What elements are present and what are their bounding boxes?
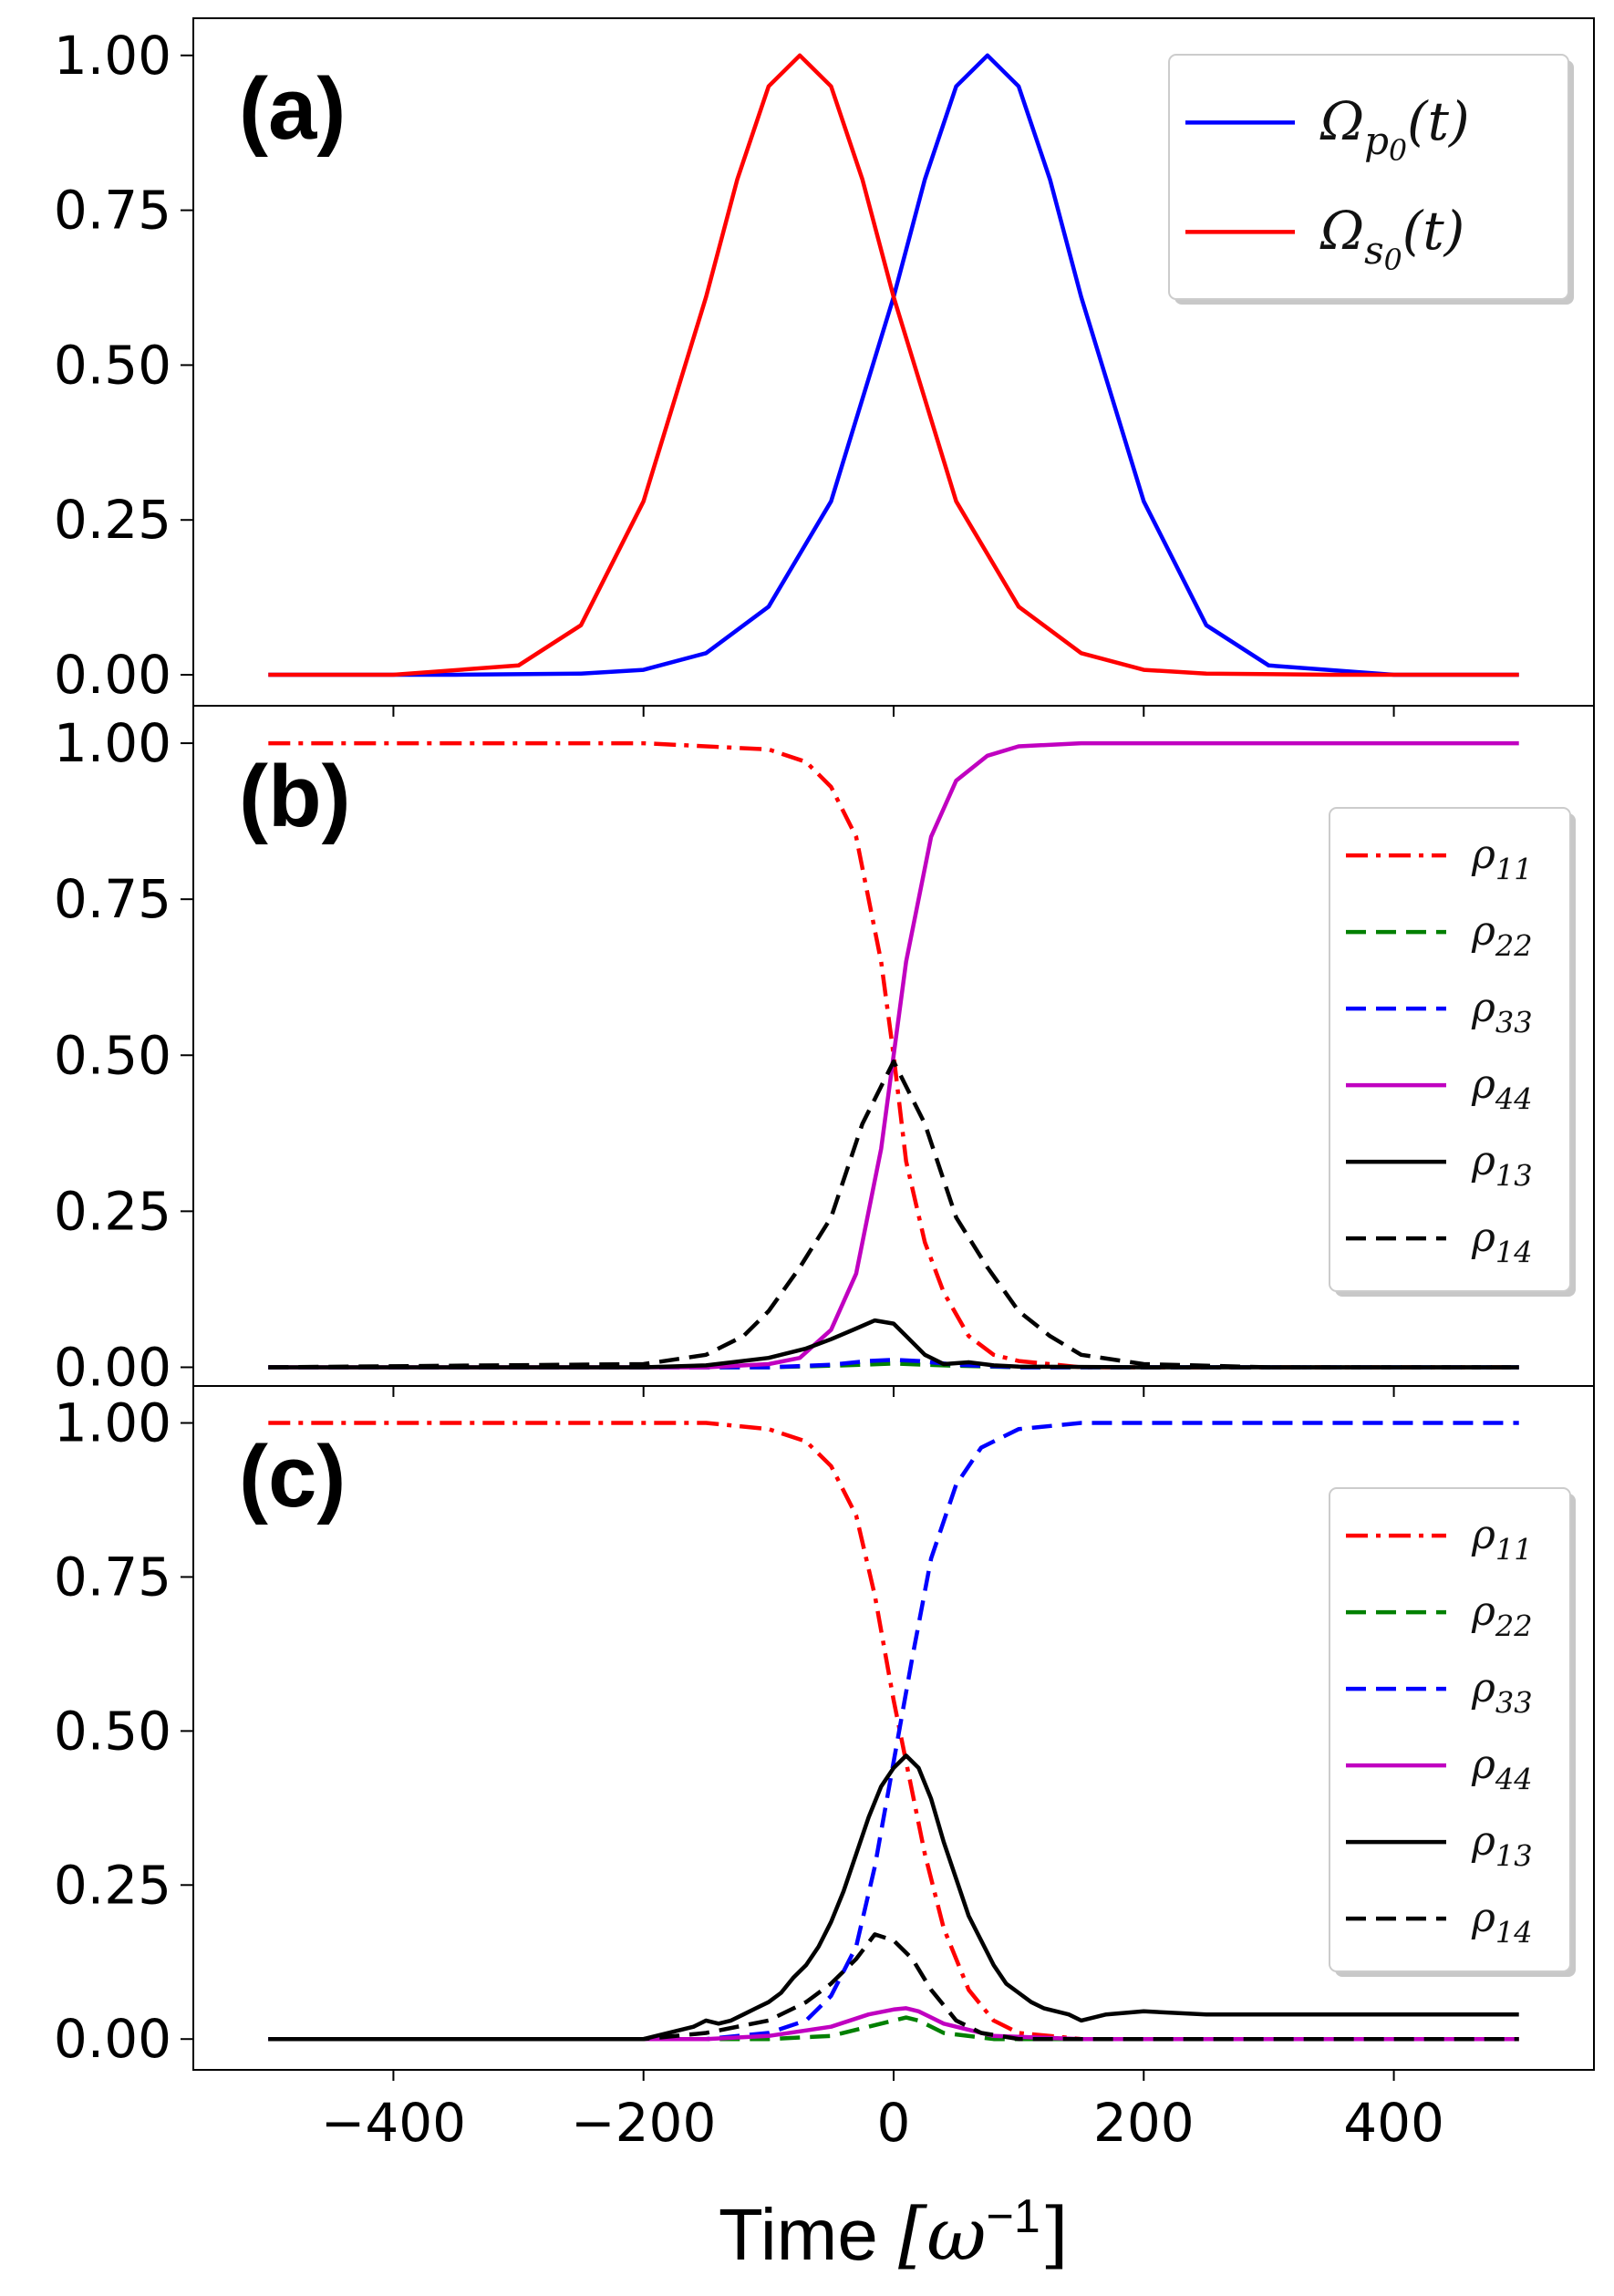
- x-axis-label: Time [ω−1]: [719, 2190, 1069, 2277]
- series-line-p0t: [268, 53, 1519, 677]
- y-tick-label: 0.25: [54, 1180, 171, 1242]
- y-tick-label: 0.75: [54, 868, 171, 930]
- legend-label: ρ11: [1471, 832, 1533, 886]
- series-line-11: [268, 1421, 1519, 2042]
- panel-c: 0.00 0.25 0.50 0.75 1.00 −400 −200 0 200 400 (c) ρ1…: [54, 1385, 1595, 2277]
- legend-label: Ωs0(t): [1319, 200, 1464, 277]
- legend: ρ11 ρ22 ρ33 ρ44 ρ13 ρ14: [1329, 807, 1576, 1297]
- y-tick-label: 0.50: [54, 1024, 171, 1086]
- legend-label: ρ11: [1471, 1512, 1533, 1567]
- x-tick-label: 400: [1343, 2092, 1444, 2154]
- legend-label: ρ14: [1471, 1895, 1533, 1950]
- x-tick-label: 200: [1093, 2092, 1195, 2154]
- y-tick-label: 1.00: [54, 712, 171, 774]
- legend-box: [1329, 1487, 1571, 1972]
- panel-label: (a): [239, 60, 346, 158]
- legend-label: ρ13: [1471, 1138, 1533, 1193]
- series-line-33: [268, 1421, 1519, 2042]
- legend-label: ρ44: [1471, 1742, 1533, 1796]
- x-tick-label: 0: [877, 2092, 911, 2154]
- y-tick-label: 1.00: [54, 1392, 171, 1454]
- series-line-44: [268, 740, 1519, 1370]
- legend-label: ρ33: [1471, 985, 1533, 1039]
- panel-label: (b): [239, 748, 351, 845]
- series-line-14: [268, 1059, 1519, 1370]
- panel-label: (c): [239, 1428, 346, 1525]
- legend-label: ρ22: [1471, 1588, 1533, 1643]
- legend-label: ρ22: [1471, 908, 1533, 963]
- y-tick-label: 0.25: [54, 1854, 171, 1916]
- x-tick-label: −200: [571, 2092, 716, 2154]
- y-tick-label: 0.50: [54, 334, 171, 396]
- legend-label: ρ33: [1471, 1665, 1533, 1720]
- y-tick-label: 0.75: [54, 1546, 171, 1608]
- series-line-11: [268, 740, 1519, 1370]
- y-tick-label: 0.25: [54, 489, 171, 551]
- series-line-s0t: [268, 53, 1519, 677]
- legend-label: ρ44: [1471, 1061, 1533, 1116]
- y-tick-label: 0.75: [54, 180, 171, 242]
- series-line-13: [268, 1753, 1519, 2042]
- y-tick-label: 0.00: [54, 1336, 171, 1398]
- series-line-14: [268, 1932, 1519, 2042]
- legend-label: ρ13: [1471, 1818, 1533, 1873]
- legend: Ωp0(t) Ωs0(t): [1168, 54, 1574, 305]
- y-tick-label: 0.50: [54, 1700, 171, 1762]
- legend-label: Ωp0(t): [1319, 90, 1470, 168]
- y-tick-label: 1.00: [54, 25, 171, 87]
- series-line-22: [268, 2015, 1519, 2042]
- x-tick-label: −400: [321, 2092, 466, 2154]
- y-tick-label: 0.00: [54, 2008, 171, 2070]
- series-line-13: [268, 1318, 1519, 1370]
- y-tick-label: 0.00: [54, 644, 171, 706]
- panel-b: 0.000.250.500.751.00(b)ρ11ρ22ρ33ρ44ρ13ρ1…: [54, 705, 1595, 1398]
- panel-a: 0.00 0.25 0.50 0.75 1.00 (a) Ωp0(t) Ωs0(t): [54, 17, 1595, 717]
- legend: ρ11 ρ22 ρ33 ρ44 ρ13 ρ14: [1329, 1487, 1576, 1977]
- legend-box: [1168, 54, 1569, 300]
- legend-box: [1329, 807, 1571, 1292]
- legend-label: ρ14: [1471, 1215, 1533, 1269]
